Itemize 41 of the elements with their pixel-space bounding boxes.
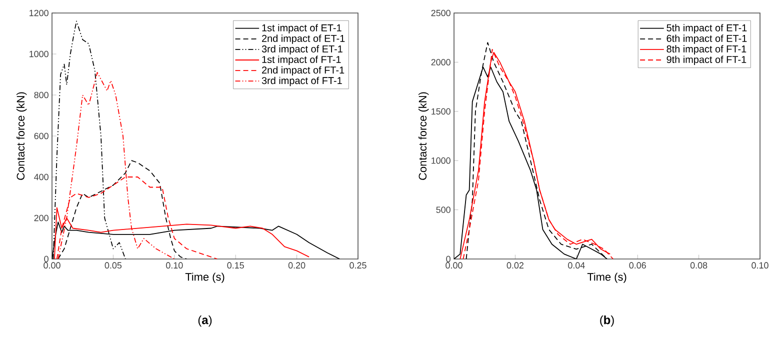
- y-tick-label: 1500: [432, 108, 450, 115]
- legend-label: 5th impact of ET-1: [666, 24, 747, 34]
- x-tick-label: 0.04: [568, 262, 585, 269]
- x-tick-label: 0.10: [752, 262, 768, 269]
- y-tick-label: 800: [34, 92, 48, 98]
- legend-label: 2nd impact of FT-1: [262, 66, 344, 76]
- x-tick-label: 0.02: [506, 262, 524, 269]
- y-tick-label: 1000: [432, 157, 450, 164]
- x-axis-title: Time (s): [185, 272, 224, 283]
- y-tick-label: 400: [34, 174, 48, 180]
- legend-label: 2nd impact of ET-1: [262, 34, 345, 44]
- legend-label: 9th impact of FT-1: [666, 56, 746, 65]
- y-axis-title: Contact force (kN): [418, 92, 429, 180]
- x-tick-label: 0.10: [166, 262, 183, 269]
- x-tick-label: 0.00: [446, 262, 462, 269]
- legend-label: 6th impact of ET-1: [666, 34, 747, 44]
- y-tick-label: 600: [34, 132, 48, 140]
- y-tick-label: 2000: [431, 59, 450, 66]
- x-tick-label: 0.20: [288, 262, 306, 269]
- y-axis-title: Contact force (kN): [16, 92, 27, 180]
- y-tick-label: 0: [446, 256, 450, 262]
- text: (b): [600, 315, 614, 327]
- legend-label: 1st impact of FT-1: [262, 56, 341, 65]
- x-tick-label: 0.00: [44, 262, 60, 269]
- legend-label: 1st impact of ET-1: [262, 24, 342, 34]
- x-tick-label: 0.05: [104, 262, 122, 269]
- x-tick-label: 0.06: [629, 262, 646, 269]
- y-tick-label: 200: [34, 214, 48, 222]
- y-tick-label: 500: [436, 206, 450, 213]
- legend-label: 3rd impact of FT-1: [262, 76, 342, 86]
- legend-label: 3rd impact of ET-1: [262, 45, 342, 54]
- y-tick-label: 1000: [30, 50, 48, 58]
- y-tick-label: 1200: [30, 10, 48, 16]
- x-tick-label: 0.15: [227, 262, 244, 269]
- x-tick-label: 0.25: [350, 262, 366, 269]
- text: (a): [198, 315, 212, 327]
- x-tick-label: 0.08: [690, 262, 708, 269]
- y-tick-label: 2500: [431, 10, 450, 16]
- y-tick-label: 0: [44, 256, 48, 262]
- legend-label: 8th impact of FT-1: [666, 45, 746, 54]
- x-axis-title: Time (s): [587, 272, 626, 283]
